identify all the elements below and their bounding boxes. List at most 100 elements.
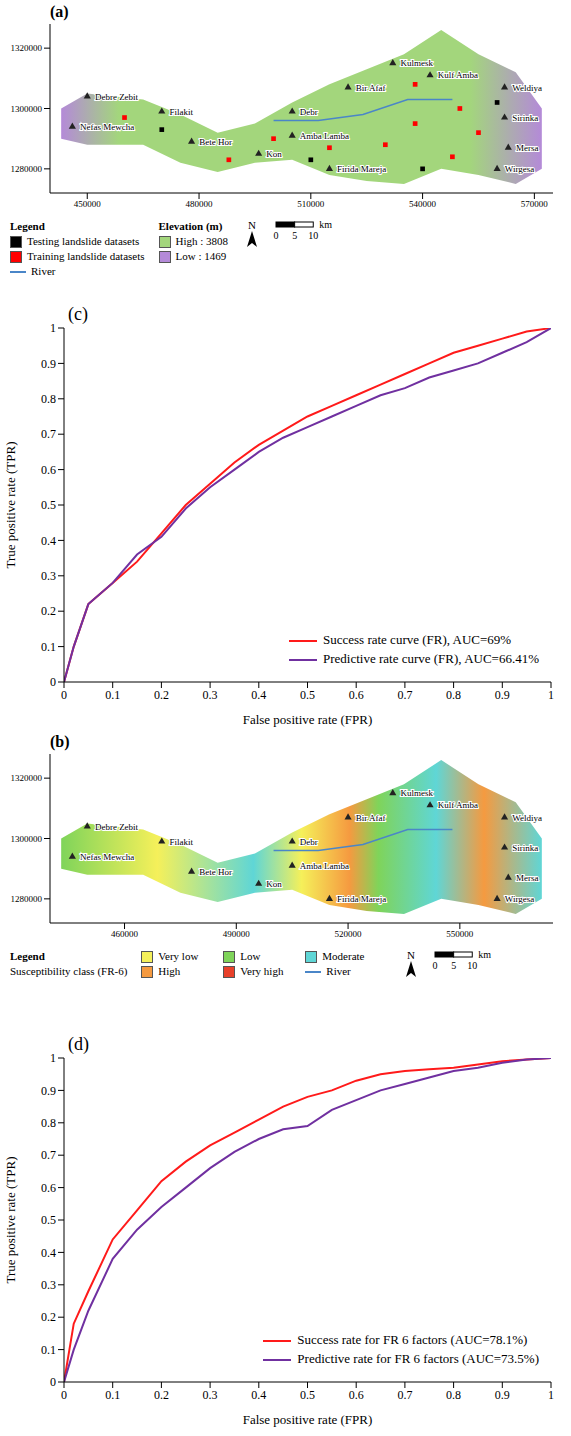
svg-text:490000: 490000 bbox=[223, 929, 251, 939]
svg-text:0.7: 0.7 bbox=[41, 1148, 56, 1162]
svg-text:1300000: 1300000 bbox=[11, 104, 43, 114]
svg-text:0: 0 bbox=[433, 960, 438, 971]
svg-text:0.3: 0.3 bbox=[203, 688, 218, 702]
svg-text:Debr: Debr bbox=[300, 107, 318, 117]
svg-text:520000: 520000 bbox=[335, 929, 363, 939]
svg-text:Kulmesk: Kulmesk bbox=[400, 788, 433, 798]
svg-text:0.6: 0.6 bbox=[41, 1181, 56, 1195]
svg-text:Kulmesk: Kulmesk bbox=[400, 58, 433, 68]
svg-text:0: 0 bbox=[50, 1375, 56, 1389]
svg-text:Sirinka: Sirinka bbox=[512, 113, 538, 123]
svg-text:Weldiya: Weldiya bbox=[512, 813, 542, 823]
svg-text:Nefas Mewcha: Nefas Mewcha bbox=[80, 122, 134, 132]
svg-text:Weldiya: Weldiya bbox=[512, 83, 542, 93]
svg-text:0.5: 0.5 bbox=[41, 498, 56, 512]
svg-text:Firida Mareja: Firida Mareja bbox=[337, 164, 386, 174]
svg-text:0.9: 0.9 bbox=[495, 1388, 510, 1402]
svg-text:km: km bbox=[479, 949, 492, 960]
svg-text:0.4: 0.4 bbox=[251, 1388, 266, 1402]
svg-text:0.1: 0.1 bbox=[105, 1388, 120, 1402]
svg-text:10: 10 bbox=[308, 230, 318, 241]
svg-text:0.8: 0.8 bbox=[41, 1116, 56, 1130]
svg-text:0.1: 0.1 bbox=[41, 640, 56, 654]
svg-text:Bete Hor: Bete Hor bbox=[199, 137, 232, 147]
svg-text:False positive rate (FPR): False positive rate (FPR) bbox=[243, 1412, 373, 1427]
svg-text:0.2: 0.2 bbox=[41, 1310, 56, 1324]
svg-text:Amba Lamba: Amba Lamba bbox=[300, 131, 349, 141]
svg-text:False positive rate (FPR): False positive rate (FPR) bbox=[243, 712, 373, 727]
svg-text:0.7: 0.7 bbox=[397, 1388, 412, 1402]
svg-text:N: N bbox=[248, 219, 256, 231]
svg-text:0.1: 0.1 bbox=[41, 1343, 56, 1357]
svg-text:1300000: 1300000 bbox=[11, 834, 43, 844]
svg-text:N: N bbox=[407, 949, 415, 961]
svg-text:0.8: 0.8 bbox=[41, 392, 56, 406]
svg-text:1320000: 1320000 bbox=[11, 43, 43, 53]
svg-text:1280000: 1280000 bbox=[11, 894, 43, 904]
svg-text:0.9: 0.9 bbox=[495, 688, 510, 702]
svg-text:5: 5 bbox=[292, 230, 297, 241]
svg-text:0.4: 0.4 bbox=[41, 534, 56, 548]
svg-text:Kulf Amba: Kulf Amba bbox=[438, 800, 478, 810]
svg-text:0.7: 0.7 bbox=[397, 688, 412, 702]
svg-text:1: 1 bbox=[50, 1051, 56, 1065]
svg-text:0.7: 0.7 bbox=[41, 427, 56, 441]
svg-text:460000: 460000 bbox=[111, 929, 139, 939]
svg-text:1280000: 1280000 bbox=[11, 164, 43, 174]
svg-text:0.2: 0.2 bbox=[41, 604, 56, 618]
svg-text:Mersa: Mersa bbox=[516, 143, 539, 153]
svg-text:570000: 570000 bbox=[521, 199, 549, 209]
svg-text:0: 0 bbox=[61, 1388, 67, 1402]
svg-text:Bete Hor: Bete Hor bbox=[199, 867, 232, 877]
svg-text:510000: 510000 bbox=[297, 199, 325, 209]
svg-text:Amba Lamba: Amba Lamba bbox=[300, 861, 349, 871]
svg-text:450000: 450000 bbox=[74, 199, 102, 209]
svg-text:Filakit: Filakit bbox=[169, 107, 193, 117]
svg-text:1320000: 1320000 bbox=[11, 773, 43, 783]
svg-text:480000: 480000 bbox=[186, 199, 214, 209]
svg-text:0.1: 0.1 bbox=[105, 688, 120, 702]
svg-text:0.6: 0.6 bbox=[349, 688, 364, 702]
svg-text:Bir Afaf: Bir Afaf bbox=[356, 813, 386, 823]
svg-text:0.6: 0.6 bbox=[41, 463, 56, 477]
svg-text:550000: 550000 bbox=[446, 929, 474, 939]
svg-text:0.5: 0.5 bbox=[300, 688, 315, 702]
svg-text:0.4: 0.4 bbox=[41, 1246, 56, 1260]
svg-text:0.8: 0.8 bbox=[446, 688, 461, 702]
svg-text:0.2: 0.2 bbox=[154, 688, 169, 702]
svg-text:Nefas Mewcha: Nefas Mewcha bbox=[80, 852, 134, 862]
svg-text:0.3: 0.3 bbox=[41, 1278, 56, 1292]
svg-text:0.6: 0.6 bbox=[349, 1388, 364, 1402]
svg-text:0.3: 0.3 bbox=[41, 569, 56, 583]
svg-text:Kon: Kon bbox=[266, 879, 282, 889]
svg-text:Firida Mareja: Firida Mareja bbox=[337, 894, 386, 904]
svg-text:0.9: 0.9 bbox=[41, 357, 56, 371]
svg-text:Debre Zebit: Debre Zebit bbox=[95, 92, 139, 102]
svg-text:Filakit: Filakit bbox=[169, 837, 193, 847]
svg-text:540000: 540000 bbox=[409, 199, 437, 209]
svg-text:Wirgesa: Wirgesa bbox=[505, 164, 534, 174]
svg-text:0: 0 bbox=[61, 688, 67, 702]
svg-text:Mersa: Mersa bbox=[516, 873, 539, 883]
svg-text:Kon: Kon bbox=[266, 149, 282, 159]
svg-text:0.5: 0.5 bbox=[41, 1213, 56, 1227]
svg-text:Wirgesa: Wirgesa bbox=[505, 894, 534, 904]
svg-text:0.2: 0.2 bbox=[154, 1388, 169, 1402]
svg-text:km: km bbox=[319, 219, 332, 230]
svg-text:Kulf Amba: Kulf Amba bbox=[438, 70, 478, 80]
svg-text:Debre Zebit: Debre Zebit bbox=[95, 822, 139, 832]
svg-text:True positive rate (TPR): True positive rate (TPR) bbox=[3, 1157, 18, 1284]
svg-text:Bir Afaf: Bir Afaf bbox=[356, 83, 386, 93]
svg-text:Debr: Debr bbox=[300, 837, 318, 847]
svg-text:0: 0 bbox=[274, 230, 279, 241]
svg-text:True positive rate (TPR): True positive rate (TPR) bbox=[3, 442, 18, 569]
svg-text:0.9: 0.9 bbox=[41, 1084, 56, 1098]
svg-text:1: 1 bbox=[548, 1388, 554, 1402]
svg-text:0.3: 0.3 bbox=[203, 1388, 218, 1402]
svg-text:0.4: 0.4 bbox=[251, 688, 266, 702]
svg-text:0.5: 0.5 bbox=[300, 1388, 315, 1402]
svg-text:Sirinka: Sirinka bbox=[512, 843, 538, 853]
svg-text:0.8: 0.8 bbox=[446, 1388, 461, 1402]
svg-text:1: 1 bbox=[50, 321, 56, 335]
svg-text:0: 0 bbox=[50, 675, 56, 689]
